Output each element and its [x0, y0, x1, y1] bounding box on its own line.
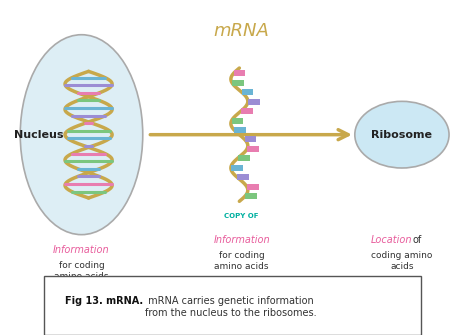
- Text: for coding
amino acids: for coding amino acids: [214, 251, 269, 271]
- Ellipse shape: [20, 35, 143, 235]
- FancyBboxPatch shape: [248, 99, 260, 104]
- FancyBboxPatch shape: [238, 155, 249, 161]
- Text: Information: Information: [53, 245, 110, 255]
- FancyBboxPatch shape: [232, 118, 244, 124]
- FancyBboxPatch shape: [231, 165, 243, 171]
- Text: mRNA: mRNA: [214, 23, 270, 40]
- FancyBboxPatch shape: [234, 127, 246, 133]
- Text: coding amino
acids: coding amino acids: [371, 251, 433, 271]
- Text: Location: Location: [371, 235, 412, 245]
- Text: Fig 13. mRNA.: Fig 13. mRNA.: [65, 296, 143, 306]
- Text: Ribosome: Ribosome: [372, 130, 432, 140]
- Text: of: of: [412, 235, 422, 245]
- Text: Information: Information: [213, 235, 270, 245]
- FancyBboxPatch shape: [237, 174, 249, 180]
- Text: Nucleus: Nucleus: [14, 130, 64, 140]
- Text: mRNA carries genetic information
from the nucleus to the ribosomes.: mRNA carries genetic information from th…: [145, 296, 317, 318]
- FancyBboxPatch shape: [247, 146, 259, 152]
- Text: for coding
amino acids: for coding amino acids: [54, 261, 109, 281]
- FancyBboxPatch shape: [232, 80, 244, 86]
- Circle shape: [355, 101, 449, 168]
- FancyBboxPatch shape: [234, 70, 246, 76]
- FancyBboxPatch shape: [44, 276, 421, 335]
- FancyBboxPatch shape: [245, 136, 256, 142]
- FancyBboxPatch shape: [247, 183, 258, 190]
- FancyBboxPatch shape: [245, 193, 257, 199]
- Text: COPY OF: COPY OF: [225, 213, 259, 219]
- FancyBboxPatch shape: [241, 108, 253, 114]
- FancyBboxPatch shape: [242, 89, 254, 95]
